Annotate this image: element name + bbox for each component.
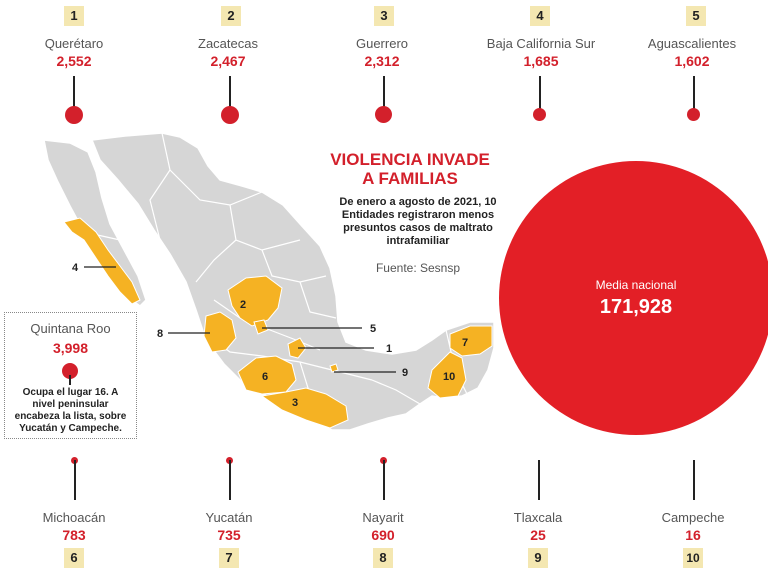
national-average-value: 171,928 <box>599 296 673 318</box>
state-name-zacatecas: Zacatecas <box>198 36 258 51</box>
rank-badge-9: 9 <box>528 548 548 568</box>
state-name-nayarit: Nayarit <box>362 510 404 525</box>
highlight-state-value: 3,998 <box>52 340 89 356</box>
map-label-7: 7 <box>462 337 468 349</box>
map-label-3: 3 <box>292 397 298 409</box>
stem-campeche <box>693 460 695 500</box>
highlight-state-name: Quintana Roo <box>30 321 111 336</box>
state-name-campeche: Campeche <box>661 510 725 525</box>
dot-aguascalientes <box>687 108 700 121</box>
state-value-yucatan: 735 <box>217 527 241 543</box>
title-line-1: VIOLENCIA INVADE <box>330 150 490 169</box>
rank-badge-8: 8 <box>373 548 393 568</box>
state-shape-zacatecas <box>227 275 283 327</box>
stem-tlaxcala <box>538 460 540 500</box>
dot-queretaro <box>65 106 83 124</box>
state-name-tlaxcala: Tlaxcala <box>513 510 563 525</box>
dot-baja-california-sur <box>533 108 546 121</box>
stem-yucatan <box>229 460 231 500</box>
state-value-aguascalientes: 1,602 <box>674 53 710 69</box>
rank-badge-10: 10 <box>683 548 703 568</box>
state-name-yucatan: Yucatán <box>205 510 253 525</box>
national-average-label: Media nacional <box>595 278 677 292</box>
state-name-queretaro: Querétaro <box>44 36 104 51</box>
stem-michoacan <box>74 460 76 500</box>
stem-guerrero <box>383 76 385 114</box>
dot-guerrero <box>375 106 392 123</box>
callout-label-8: 8 <box>157 328 163 340</box>
state-shape-michoacan <box>237 355 297 395</box>
chart-subtitle: De enero a agosto de 2021, 10 Entidades … <box>339 196 497 247</box>
stem-baja-california-sur <box>539 76 541 114</box>
stem-queretaro <box>73 76 75 114</box>
state-name-aguascalientes: Aguascalientes <box>647 36 737 51</box>
rank-badge-7: 7 <box>219 548 239 568</box>
state-shape-campeche <box>427 351 467 399</box>
map-label-10: 10 <box>443 371 455 383</box>
state-shape-queretaro <box>287 337 307 359</box>
map-label-2: 2 <box>240 299 246 311</box>
state-name-michoacan: Michoacán <box>42 510 106 525</box>
state-shape-nayarit <box>203 311 237 353</box>
state-name-baja-california-sur: Baja California Sur <box>486 36 596 51</box>
state-value-queretaro: 2,552 <box>56 53 92 69</box>
rank-badge-2: 2 <box>221 6 241 26</box>
callout-label-9: 9 <box>402 367 408 379</box>
callout-label-1: 1 <box>386 343 392 355</box>
state-value-tlaxcala: 25 <box>530 527 546 543</box>
highlight-box-quintana-roo: Quintana Roo 3,998 Ocupa el lugar 16. A … <box>4 312 137 439</box>
callout-label-5: 5 <box>370 323 376 335</box>
rank-badge-5: 5 <box>686 6 706 26</box>
callout-lines <box>84 266 396 373</box>
rank-badge-4: 4 <box>530 6 550 26</box>
state-value-campeche: 16 <box>685 527 701 543</box>
state-shape-yucatan <box>449 325 493 357</box>
state-name-guerrero: Guerrero <box>355 36 409 51</box>
state-value-guerrero: 2,312 <box>364 53 400 69</box>
state-value-zacatecas: 2,467 <box>210 53 246 69</box>
highlight-note: Ocupa el lugar 16. A nivel peninsular en… <box>14 387 127 434</box>
state-shape-baja-california-sur <box>63 217 141 305</box>
highlight-stem <box>69 375 71 385</box>
chart-source: Fuente: Sesnsp <box>375 261 461 275</box>
chart-title: VIOLENCIA INVADE A FAMILIAS <box>300 150 520 188</box>
state-shape-tlaxcala <box>329 363 339 373</box>
rank-badge-6: 6 <box>64 548 84 568</box>
national-average-circle <box>499 161 768 435</box>
rank-badge-3: 3 <box>374 6 394 26</box>
state-value-nayarit: 690 <box>371 527 395 543</box>
state-value-michoacan: 783 <box>62 527 86 543</box>
state-shape-aguascalientes <box>253 319 269 335</box>
title-line-2: A FAMILIAS <box>362 169 458 188</box>
highlight-dot <box>62 363 78 379</box>
stem-aguascalientes <box>693 76 695 114</box>
dot-zacatecas <box>221 106 239 124</box>
rank-badge-1: 1 <box>64 6 84 26</box>
state-shape-guerrero <box>260 387 349 429</box>
callout-label-4: 4 <box>72 262 79 274</box>
baja-california-peninsula <box>43 139 147 307</box>
stem-nayarit <box>383 460 385 500</box>
stem-zacatecas <box>229 76 231 114</box>
map-label-6: 6 <box>262 371 268 383</box>
state-value-baja-california-sur: 1,685 <box>523 53 559 69</box>
